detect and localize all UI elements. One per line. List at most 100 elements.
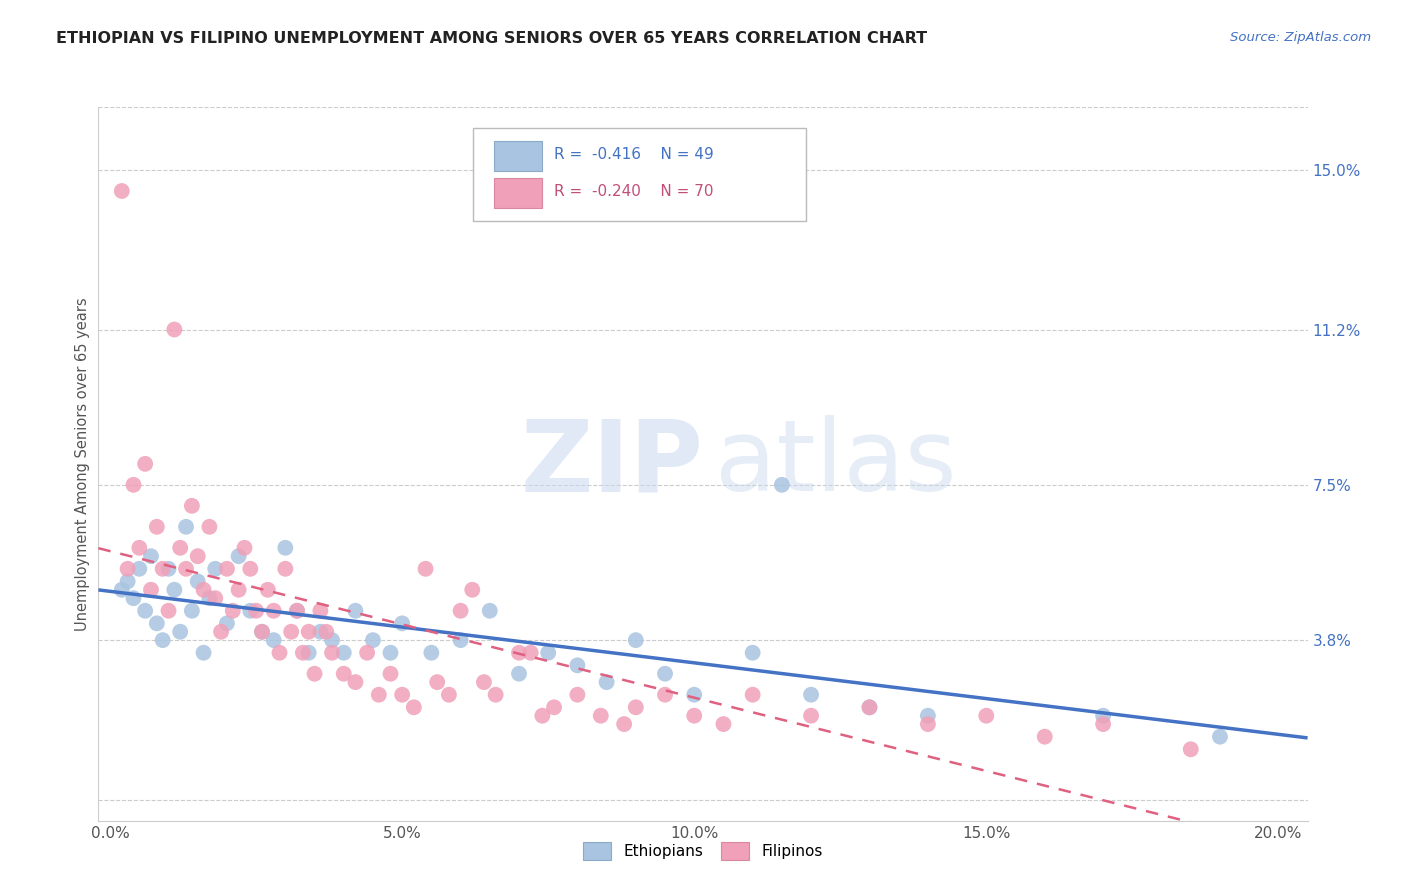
Point	[344, 675, 367, 690]
Point	[193, 646, 215, 660]
Point	[180, 604, 202, 618]
Point	[146, 616, 169, 631]
Text: Source: ZipAtlas.com: Source: ZipAtlas.com	[1230, 31, 1371, 45]
Text: R =  -0.416    N = 49: R = -0.416 N = 49	[554, 147, 714, 162]
Point	[426, 675, 449, 690]
Point	[274, 562, 297, 576]
Point	[309, 624, 332, 639]
Point	[1180, 742, 1202, 756]
Text: ETHIOPIAN VS FILIPINO UNEMPLOYMENT AMONG SENIORS OVER 65 YEARS CORRELATION CHART: ETHIOPIAN VS FILIPINO UNEMPLOYMENT AMONG…	[56, 31, 928, 46]
Point	[391, 616, 413, 631]
Point	[187, 549, 209, 564]
Point	[537, 646, 560, 660]
Text: atlas: atlas	[716, 416, 956, 512]
Point	[741, 646, 763, 660]
Point	[595, 675, 617, 690]
Point	[917, 717, 939, 731]
Point	[215, 562, 238, 576]
Point	[134, 457, 156, 471]
Point	[180, 499, 202, 513]
Point	[654, 666, 676, 681]
Point	[239, 604, 262, 618]
Point	[117, 562, 139, 576]
Point	[531, 708, 554, 723]
Point	[713, 717, 735, 731]
Point	[974, 708, 997, 723]
Point	[917, 708, 939, 723]
Text: R =  -0.240    N = 70: R = -0.240 N = 70	[554, 185, 714, 200]
Point	[450, 633, 472, 648]
Point	[332, 646, 354, 660]
Point	[117, 574, 139, 589]
Point	[134, 604, 156, 618]
Point	[174, 562, 197, 576]
Point	[437, 688, 460, 702]
Point	[174, 520, 197, 534]
Point	[122, 478, 145, 492]
Point	[450, 604, 472, 618]
Y-axis label: Unemployment Among Seniors over 65 years: Unemployment Among Seniors over 65 years	[75, 297, 90, 631]
Point	[1209, 730, 1232, 744]
Point	[624, 700, 647, 714]
Point	[800, 688, 823, 702]
Point	[380, 646, 402, 660]
Text: ZIP: ZIP	[520, 416, 703, 512]
Point	[169, 624, 191, 639]
Point	[315, 624, 337, 639]
Point	[263, 633, 285, 648]
Point	[187, 574, 209, 589]
Point	[589, 708, 612, 723]
Point	[152, 633, 174, 648]
Point	[209, 624, 232, 639]
Point	[239, 562, 262, 576]
Point	[304, 666, 326, 681]
Point	[508, 646, 530, 660]
Point	[1033, 730, 1056, 744]
Point	[198, 520, 221, 534]
Point	[139, 582, 162, 597]
Point	[233, 541, 256, 555]
Point	[122, 591, 145, 606]
Point	[291, 646, 314, 660]
Point	[624, 633, 647, 648]
Point	[111, 184, 134, 198]
Point	[250, 624, 273, 639]
FancyBboxPatch shape	[494, 141, 543, 170]
Point	[415, 562, 437, 576]
Point	[157, 562, 180, 576]
Point	[770, 478, 793, 492]
Legend: Ethiopians, Filipinos: Ethiopians, Filipinos	[578, 836, 828, 866]
Point	[654, 688, 676, 702]
Point	[298, 646, 321, 660]
Point	[367, 688, 389, 702]
Point	[613, 717, 636, 731]
Point	[204, 562, 226, 576]
Point	[274, 541, 297, 555]
Point	[256, 582, 278, 597]
Point	[567, 688, 589, 702]
Point	[228, 582, 250, 597]
Point	[519, 646, 541, 660]
Point	[139, 549, 162, 564]
Point	[344, 604, 367, 618]
Point	[321, 633, 343, 648]
Point	[321, 646, 343, 660]
Point	[285, 604, 308, 618]
Point	[163, 322, 186, 336]
Point	[472, 675, 495, 690]
Point	[543, 700, 565, 714]
Point	[683, 688, 706, 702]
Point	[391, 688, 413, 702]
FancyBboxPatch shape	[474, 128, 806, 221]
Point	[204, 591, 226, 606]
Point	[461, 582, 484, 597]
Point	[228, 549, 250, 564]
Point	[356, 646, 378, 660]
Point	[128, 562, 150, 576]
Point	[361, 633, 384, 648]
Point	[858, 700, 880, 714]
Point	[215, 616, 238, 631]
Point	[741, 688, 763, 702]
Point	[800, 708, 823, 723]
Point	[146, 520, 169, 534]
